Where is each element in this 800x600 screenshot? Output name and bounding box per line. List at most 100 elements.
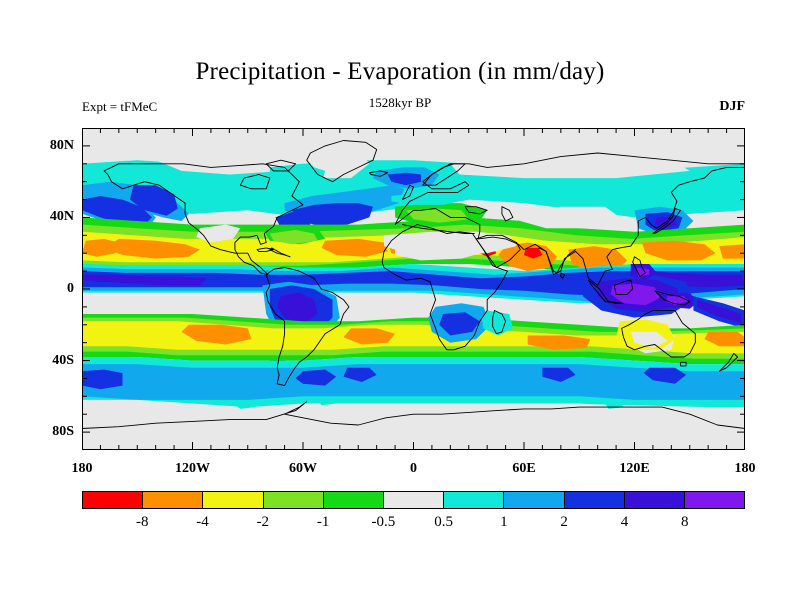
coastline-path	[560, 272, 565, 279]
colorbar-tick-label: 4	[620, 514, 629, 530]
colorbar-tick-label: -2	[256, 514, 270, 530]
coastline-path	[492, 310, 507, 335]
colorbar-tick-label: -8	[136, 514, 149, 530]
colorbar-swatch[interactable]	[563, 492, 624, 508]
colorbar-swatch[interactable]	[142, 492, 203, 508]
longitude-tick-label: 60W	[289, 461, 317, 476]
contour-map	[82, 128, 745, 450]
longitude-tick-label: 120E	[619, 461, 650, 476]
colorbar-swatch[interactable]	[443, 492, 504, 508]
longitude-tick-label: 180	[71, 461, 93, 476]
coastline-path	[718, 352, 739, 372]
contour-band	[317, 398, 337, 406]
contour-band	[310, 145, 370, 179]
contour-band	[697, 299, 742, 323]
longitude-tick-label: 120W	[175, 461, 210, 476]
contour-band	[82, 271, 745, 297]
contour-band	[82, 364, 745, 400]
contour-band	[641, 240, 716, 261]
page-title: Precipitation - Evaporation (in mm/day)	[195, 58, 605, 85]
coastline-path	[475, 234, 521, 268]
contour-band	[82, 274, 208, 286]
coastline-layer	[82, 140, 745, 450]
contour-band	[269, 163, 326, 189]
coastline-path	[239, 174, 271, 190]
contour-band	[542, 367, 576, 382]
coastline-path	[394, 152, 745, 286]
colorbar-tick-label: -1	[316, 514, 330, 530]
latitude-tick-label: 0	[67, 281, 74, 296]
coastline-path	[464, 206, 488, 215]
latitude-tick-label: 80N	[49, 137, 74, 153]
contour-band	[636, 267, 650, 277]
coastline-path	[501, 206, 514, 222]
contour-band	[524, 247, 543, 259]
contour-band	[196, 224, 241, 243]
contour-band	[643, 367, 687, 384]
contour-band	[155, 156, 303, 175]
coastline-path	[368, 170, 389, 177]
longitude-tick-label: 60E	[512, 461, 536, 476]
latitude-tick-label: 80S	[52, 424, 74, 440]
colorbar-swatch[interactable]	[83, 492, 143, 508]
colorbar-swatch[interactable]	[262, 492, 323, 508]
contour-band	[527, 335, 591, 350]
coastline-path	[422, 163, 466, 186]
map-plot-area	[82, 128, 745, 450]
coastline-path	[588, 279, 624, 304]
contour-band	[387, 172, 421, 186]
coastline-path	[265, 267, 350, 387]
colorbar-tick-label: 1	[500, 514, 508, 530]
coastline-path	[265, 159, 297, 172]
contour-band	[82, 399, 745, 450]
colorbar-tick-label: -4	[196, 514, 209, 530]
contour-band	[343, 328, 396, 345]
colorbar-swatch[interactable]	[202, 492, 263, 508]
coastline-path	[82, 401, 745, 450]
contour-band	[82, 196, 152, 225]
contour-band	[630, 289, 659, 304]
contour-band	[277, 292, 318, 325]
contour-band	[630, 331, 668, 348]
coastline-path	[269, 247, 291, 258]
colorbar-tick-label: 8	[680, 514, 689, 530]
contour-band	[104, 238, 200, 259]
colorbar-swatch[interactable]	[503, 492, 564, 508]
contour-band	[719, 244, 745, 259]
colorbar-swatch[interactable]	[322, 492, 383, 508]
contour-band	[295, 369, 337, 386]
contour-band	[406, 208, 469, 223]
contour-band	[391, 192, 469, 205]
contour-band	[233, 401, 256, 409]
experiment-label: Expt = tFMeC	[82, 99, 158, 114]
coastline-path	[680, 361, 687, 367]
longitude-tick-label: 0	[410, 461, 417, 476]
colorbar-swatch[interactable]	[623, 492, 684, 508]
contour-band	[481, 310, 513, 336]
latitude-tick-label: 40S	[52, 352, 74, 368]
colorbar[interactable]	[82, 491, 745, 509]
latitude-tick-label: 40N	[49, 209, 74, 225]
contour-band	[439, 312, 480, 336]
contour-band	[704, 331, 745, 347]
contour-band	[321, 238, 388, 257]
coastline-path	[103, 163, 304, 276]
coastline-path	[538, 247, 577, 274]
coastline-path	[613, 279, 634, 295]
chart-subtitle: 1528kyr BP	[368, 95, 432, 110]
contour-band	[343, 367, 377, 382]
coastline-path	[306, 140, 378, 183]
colorbar-swatch[interactable]	[382, 492, 444, 508]
contour-band	[129, 185, 178, 216]
contour-band	[568, 246, 628, 272]
colorbar-swatch[interactable]	[683, 492, 745, 508]
season-label: DJF	[719, 99, 745, 114]
contour-band	[395, 242, 488, 261]
coastline-path	[621, 310, 696, 358]
contour-band	[82, 238, 119, 257]
coastline-path	[632, 256, 646, 277]
contour-band	[450, 160, 690, 179]
contour-band	[516, 206, 620, 229]
contour-fill-layer	[82, 128, 745, 450]
